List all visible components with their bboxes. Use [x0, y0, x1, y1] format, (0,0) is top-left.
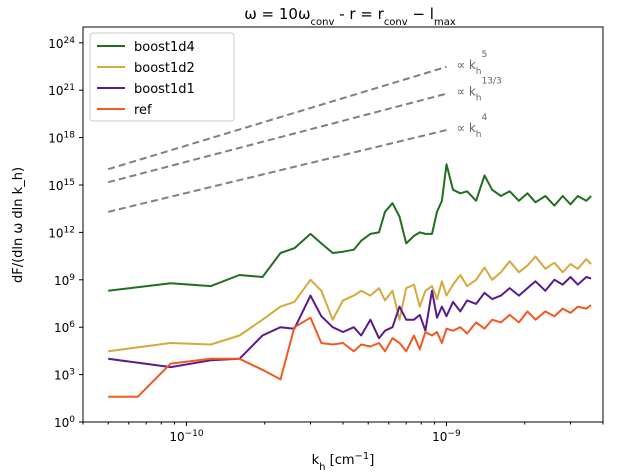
reference-line-1 — [107, 92, 447, 184]
y-tick-label: 1015 — [48, 178, 75, 193]
y-tick-label: 109 — [54, 273, 75, 288]
series-line-boost1d4 — [108, 163, 592, 292]
reference-label-1: ∝ kh13/3 — [456, 77, 501, 104]
y-tick-label: 1024 — [48, 36, 75, 51]
legend-label-boost1d2: boost1d2 — [134, 61, 195, 76]
reference-line-0 — [107, 65, 447, 171]
series-line-ref — [108, 304, 592, 398]
legend-label-boost1d1: boost1d1 — [134, 82, 195, 97]
y-tick-label: 1021 — [48, 83, 75, 98]
y-tick-label: 106 — [54, 320, 75, 335]
legend: boost1d4 boost1d2 boost1d1 ref — [89, 32, 235, 122]
legend-box — [89, 32, 235, 122]
legend-label-ref: ref — [134, 103, 152, 118]
series-line-boost1d1 — [108, 276, 592, 369]
reference-label-2: ∝ kh4 — [456, 113, 487, 140]
x-tick-label: 10−10 — [169, 429, 204, 444]
reference-lines: ∝ kh5∝ kh13/3 ∝ kh4 — [107, 50, 502, 213]
reference-label-0: ∝ kh5 — [456, 50, 487, 77]
x-axis-label: kh [cm−1] — [312, 451, 375, 473]
legend-label-boost1d4: boost1d4 — [134, 40, 195, 55]
plot-lines — [108, 163, 592, 398]
y-axis-label: dF/(dln ω dln k_h) — [11, 167, 26, 283]
chart-title: ω = 10ωconv - r = rconv − lmax — [244, 5, 456, 28]
x-axis: 10−10 10−9 — [82, 422, 604, 444]
reference-line-2 — [107, 129, 447, 213]
y-axis: 100 103 106 109 1012 1015 1018 1021 1024 — [48, 36, 83, 430]
x-tick-label: 10−9 — [432, 429, 461, 444]
y-tick-label: 1018 — [48, 131, 75, 146]
y-tick-label: 100 — [54, 415, 75, 430]
y-tick-label: 103 — [54, 368, 75, 383]
y-tick-label: 1012 — [48, 225, 75, 240]
series-line-boost1d2 — [108, 255, 592, 353]
